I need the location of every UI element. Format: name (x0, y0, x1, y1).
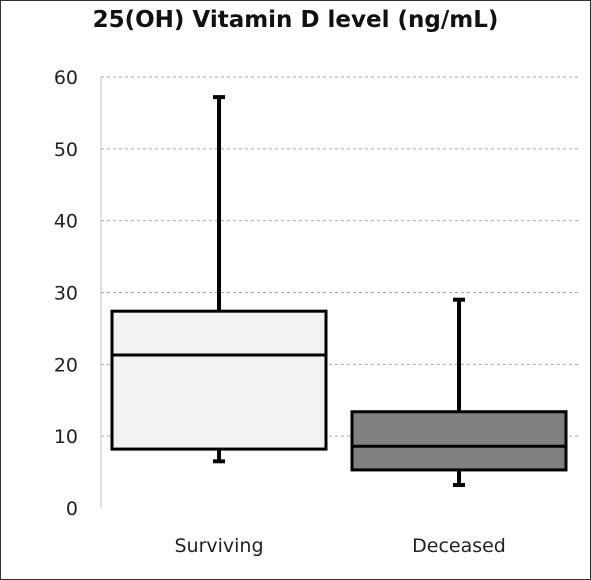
box-deceased (350, 410, 568, 472)
y-tick-label-0: 0 (66, 498, 78, 520)
x-category-label-deceased: Deceased (412, 535, 506, 557)
chart-title: 25(OH) Vitamin D level (ng/mL) (92, 7, 499, 33)
x-category-label-surviving: Surviving (174, 535, 263, 557)
y-tick-label-40: 40 (54, 211, 78, 233)
box-surviving (110, 309, 328, 451)
y-tick-label-60: 60 (54, 67, 78, 89)
y-tick-label-20: 20 (54, 354, 78, 376)
y-tick-label-50: 50 (54, 139, 78, 161)
y-tick-label-30: 30 (54, 283, 78, 305)
y-tick-label-10: 10 (54, 426, 78, 448)
